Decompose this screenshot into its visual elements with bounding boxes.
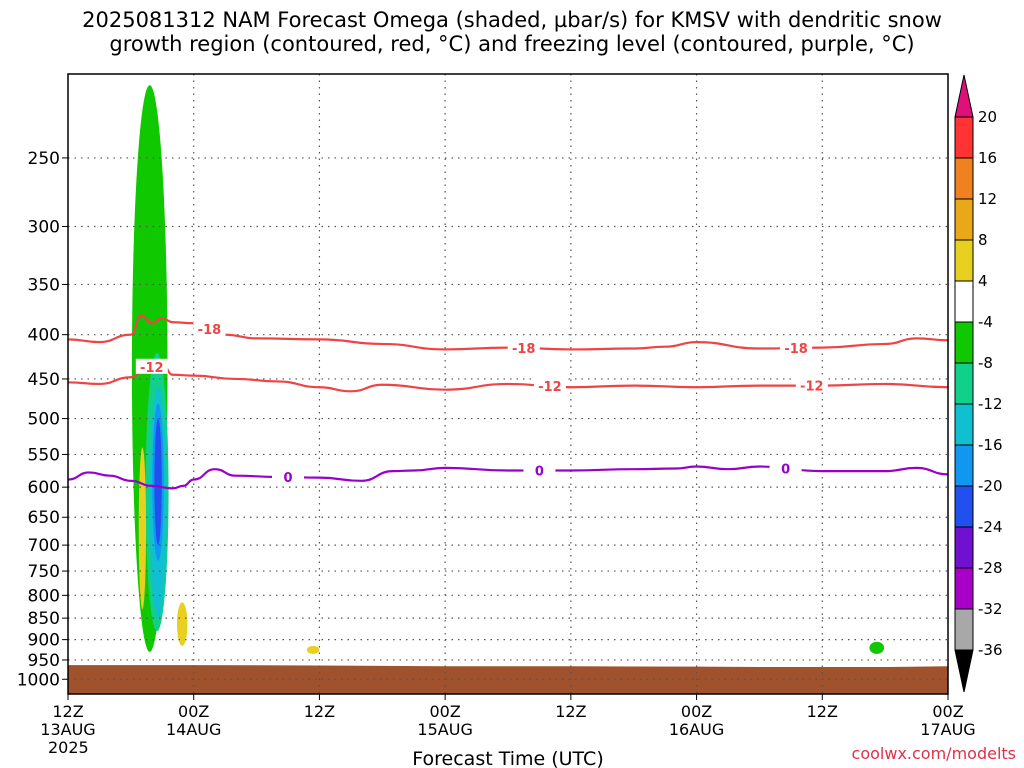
- y-tick-label-750: 750: [28, 562, 60, 582]
- y-tick-label-700: 700: [28, 536, 60, 556]
- terrain-shading: [68, 665, 948, 694]
- y-tick-label-950: 950: [28, 651, 60, 671]
- colorbar-label-0: 20: [978, 108, 997, 126]
- plot-border: [67, 73, 949, 695]
- omega-region-8: [869, 641, 885, 654]
- y-tick-label-900: 900: [28, 631, 60, 651]
- contour-label-bg-2-0: [272, 469, 304, 485]
- x-tick-label-48-0: 12Z: [555, 702, 586, 721]
- colorbar-bin-5: [954, 321, 974, 364]
- contour-label-bg-1-2: [795, 377, 828, 393]
- x-tick-label-0-0: 12Z: [52, 702, 83, 721]
- colorbar-bin-9: [954, 485, 974, 528]
- colorbar-label-11: -28: [978, 559, 1003, 577]
- y-tick-label-650: 650: [28, 508, 60, 528]
- colorbar-bin-3: [954, 239, 974, 282]
- omega-region-5: [138, 447, 147, 610]
- colorbar-bin-6: [954, 362, 974, 405]
- contour-line-2: [68, 465, 948, 490]
- colorbar-label-1: 16: [978, 149, 997, 167]
- x-tick-label-36-0: 00Z: [429, 702, 460, 721]
- x-tick-label-0-1: 13AUG: [40, 720, 95, 739]
- contour-label-bg-2-2: [769, 460, 802, 476]
- colorbar-label-8: -16: [978, 436, 1003, 454]
- x-tick-label-84-0: 00Z: [932, 702, 963, 721]
- contour-label-2-1: 0: [535, 464, 544, 479]
- colorbar-bin-10: [954, 526, 974, 569]
- colorbar-label-13: -36: [978, 641, 1003, 659]
- contour-label-bg-0-2: [780, 339, 813, 355]
- contour-label-0-1: -18: [512, 342, 536, 357]
- colorbar-label-12: -32: [978, 600, 1003, 618]
- x-tick-label-12-1: 14AUG: [166, 720, 221, 739]
- chart-title-line-2: growth region (contoured, red, °C) and f…: [109, 32, 915, 56]
- colorbar-bin-7: [954, 403, 974, 446]
- contour-label-bg-2-1: [523, 462, 556, 478]
- y-tick-label-350: 350: [28, 275, 60, 295]
- y-tick-label-550: 550: [28, 445, 60, 465]
- colorbar-bin-4: [954, 280, 974, 323]
- x-tick-label-60-0: 00Z: [681, 702, 712, 721]
- colorbar-bin-11: [954, 567, 974, 610]
- colorbar-under-triangle: [954, 649, 974, 693]
- y-tick-label-450: 450: [28, 370, 60, 390]
- contour-label-bg-0-0: [193, 320, 226, 336]
- colorbar-label-2: 12: [978, 190, 997, 208]
- x-tick-label-24-0: 12Z: [304, 702, 335, 721]
- contour-label-bg-0-1: [507, 340, 540, 356]
- x-tick-label-60-1: 16AUG: [669, 720, 724, 739]
- colorbar-bin-8: [954, 444, 974, 487]
- contour-label-1-2: -12: [800, 380, 824, 395]
- credit-text: coolwx.com/modelts: [851, 744, 1016, 763]
- omega-region-4: [154, 418, 162, 546]
- contour-label-2-2: 0: [781, 462, 790, 477]
- omega-region-6: [176, 602, 188, 646]
- y-tick-label-500: 500: [28, 410, 60, 430]
- colorbar-label-6: -8: [978, 354, 993, 372]
- contour-label-0-0: -18: [198, 323, 222, 338]
- x-axis-label: Forecast Time (UTC): [412, 748, 603, 768]
- contour-label-1-1: -12: [538, 380, 562, 395]
- chart-title-line-1: 2025081312 NAM Forecast Omega (shaded, µ…: [82, 8, 942, 32]
- contour-label-0-2: -18: [784, 342, 808, 357]
- colorbar-label-5: -4: [978, 313, 993, 331]
- colorbar-over-triangle: [954, 74, 974, 118]
- y-tick-label-600: 600: [28, 478, 60, 498]
- y-tick-label-1000: 1000: [17, 670, 60, 690]
- colorbar-label-10: -24: [978, 518, 1003, 536]
- colorbar-label-7: -12: [978, 395, 1003, 413]
- contour-label-bg-1-0: [135, 358, 168, 374]
- y-tick-label-800: 800: [28, 586, 60, 606]
- x-tick-label-72-0: 12Z: [807, 702, 838, 721]
- plot-area: -18 -18 -18 -12 -12 -12 0 0 0: [68, 74, 948, 694]
- contour-label-bg-1-1: [533, 378, 566, 394]
- x-tick-label-12-0: 00Z: [178, 702, 209, 721]
- contour-label-1-0: -12: [140, 361, 164, 376]
- colorbar-bin-1: [954, 157, 974, 200]
- y-tick-label-250: 250: [28, 149, 60, 169]
- colorbar-label-9: -20: [978, 477, 1003, 495]
- x-tick-label-84-1: 17AUG: [920, 720, 975, 739]
- colorbar-bin-0: [954, 116, 974, 159]
- contour-label-2-0: 0: [283, 471, 292, 486]
- omega-region-7: [306, 645, 320, 654]
- colorbar-bin-12: [954, 608, 974, 651]
- x-tick-label-0-2: 2025: [48, 738, 89, 757]
- x-tick-label-36-1: 15AUG: [417, 720, 472, 739]
- y-tick-label-400: 400: [28, 326, 60, 346]
- colorbar-label-4: 4: [978, 272, 988, 290]
- y-tick-label-300: 300: [28, 217, 60, 237]
- y-tick-label-850: 850: [28, 609, 60, 629]
- colorbar-bin-2: [954, 198, 974, 241]
- colorbar-label-3: 8: [978, 231, 988, 249]
